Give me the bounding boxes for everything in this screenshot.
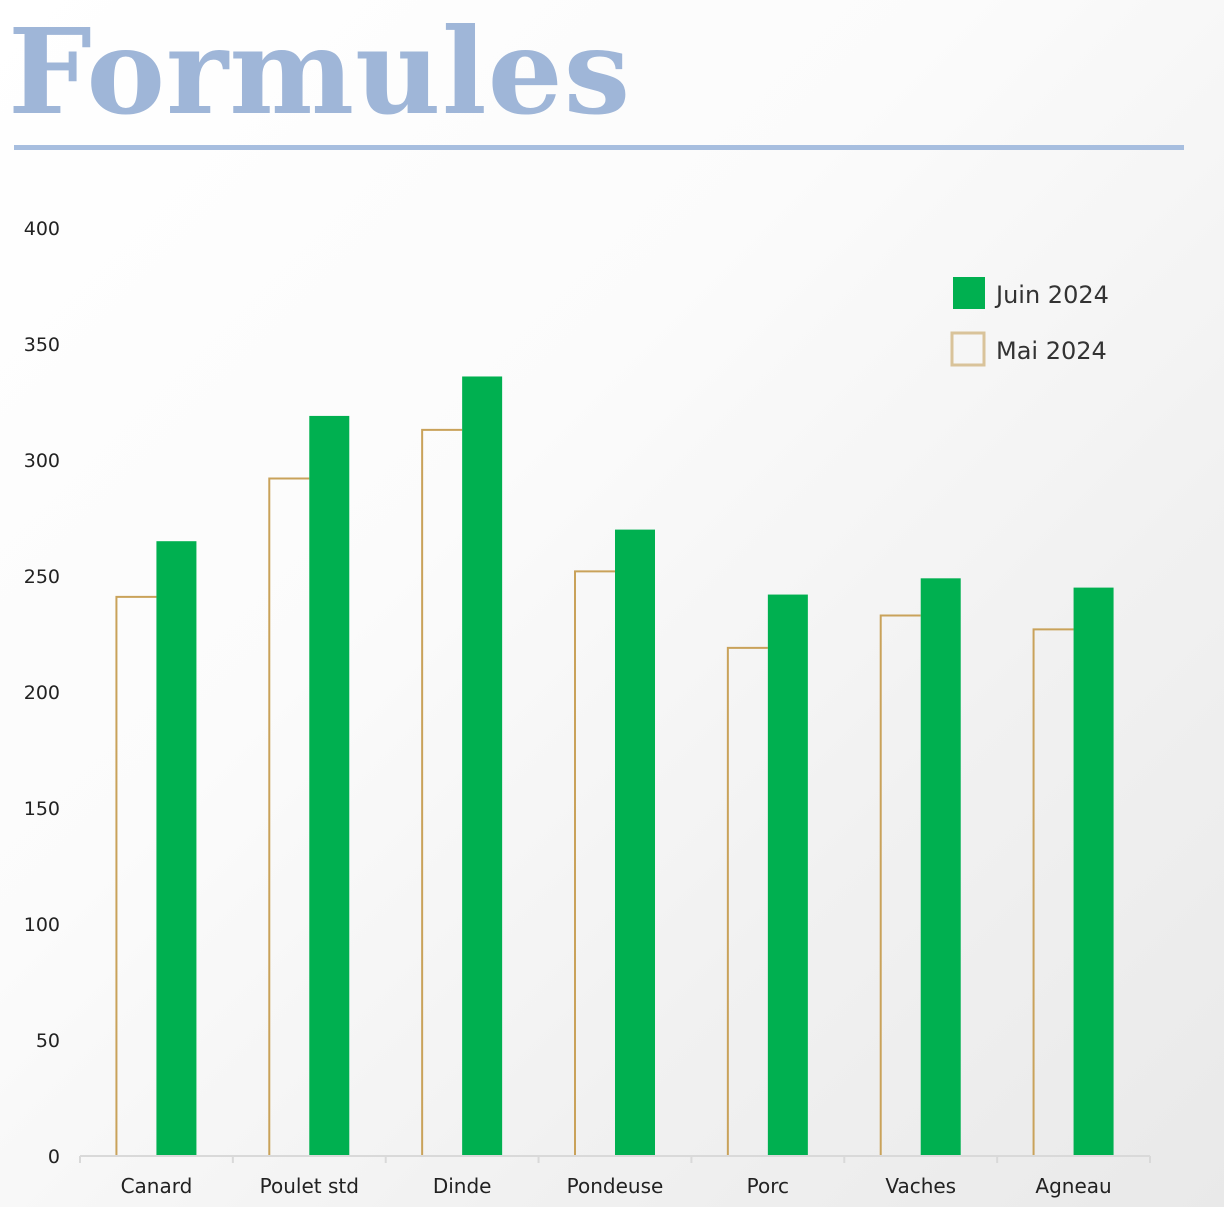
bar-juin-2024 (920, 578, 961, 1156)
bar-mai-2024 (421, 428, 463, 1156)
legend-swatch-mai (950, 331, 986, 367)
page-title: Formules (8, 2, 632, 141)
y-tick-label: 400 (24, 218, 60, 240)
x-category-label: Canard (121, 1174, 193, 1198)
bar-mai-2024 (115, 595, 157, 1156)
x-category-label: Pondeuse (567, 1174, 664, 1198)
bar-mai-2024 (268, 477, 310, 1156)
x-category-label: Agneau (1035, 1174, 1111, 1198)
bar-juin-2024 (156, 541, 197, 1156)
y-tick-label: 350 (24, 334, 60, 356)
y-tick-label: 0 (48, 1146, 60, 1168)
x-category-label: Poulet std (260, 1174, 359, 1198)
y-tick-label: 100 (24, 914, 60, 936)
y-tick-label: 250 (24, 566, 60, 588)
title-rule (14, 145, 1184, 150)
legend: Juin 2024 Mai 2024 (950, 277, 1109, 367)
bar-mai-2024 (1032, 628, 1074, 1156)
legend-swatch-juin (953, 277, 985, 309)
bar-juin-2024 (462, 376, 503, 1157)
bar-juin-2024 (767, 594, 808, 1156)
legend-label: Mai 2024 (996, 337, 1107, 365)
y-tick-label: 200 (24, 682, 60, 704)
bar-mai-2024 (879, 614, 921, 1156)
x-category-label: Dinde (433, 1174, 492, 1198)
bar-mai-2024 (726, 646, 768, 1156)
x-category-label: Porc (747, 1174, 789, 1198)
y-tick-label: 150 (24, 798, 60, 820)
bar-juin-2024 (1073, 587, 1114, 1156)
bar-juin-2024 (309, 415, 350, 1156)
x-category-label: Vaches (885, 1174, 956, 1198)
y-tick-label: 50 (36, 1030, 60, 1052)
bar-juin-2024 (615, 529, 655, 1156)
bar-mai-2024 (574, 570, 615, 1156)
bars (115, 376, 1114, 1157)
y-axis-ticks: 0 50 100 150 200 250 300 350 400 (24, 218, 60, 1168)
legend-label: Juin 2024 (994, 281, 1109, 309)
y-tick-label: 300 (24, 450, 60, 472)
x-axis: Canard Poulet std Dinde Pondeuse Porc Vaches A… (79, 1155, 1151, 1198)
